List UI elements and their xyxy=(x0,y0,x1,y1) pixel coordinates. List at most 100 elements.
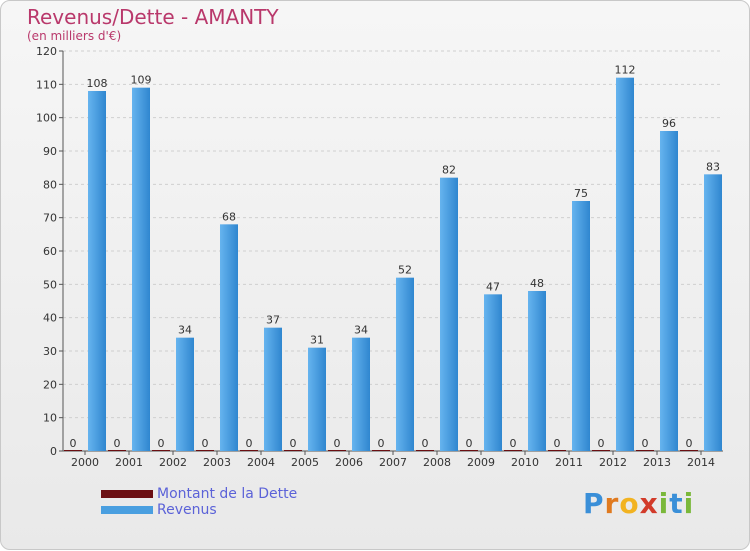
logo-letter: i xyxy=(683,487,695,520)
y-tick-label: 30 xyxy=(43,345,57,358)
proxiti-logo: Proxiti xyxy=(583,487,694,520)
bar-revenus xyxy=(660,131,678,451)
data-label-revenus: 109 xyxy=(131,74,152,87)
data-label-dette: 0 xyxy=(378,437,385,450)
data-label-dette: 0 xyxy=(246,437,253,450)
data-label-dette: 0 xyxy=(510,437,517,450)
data-label-revenus: 52 xyxy=(398,264,412,277)
x-tick-label: 2011 xyxy=(555,456,583,469)
legend-label: Montant de la Dette xyxy=(157,486,298,502)
logo-letter: r xyxy=(604,487,620,520)
x-tick-label: 2004 xyxy=(247,456,275,469)
chart-title: Revenus/Dette - AMANTY xyxy=(27,5,279,29)
bar-revenus xyxy=(88,91,106,451)
legend-swatch xyxy=(101,490,153,498)
bar-revenus xyxy=(264,327,282,451)
data-label-dette: 0 xyxy=(334,437,341,450)
data-label-revenus: 96 xyxy=(662,117,676,130)
bar-dette xyxy=(372,450,390,451)
data-label-dette: 0 xyxy=(642,437,649,450)
data-label-dette: 0 xyxy=(598,437,605,450)
data-label-dette: 0 xyxy=(686,437,693,450)
y-tick-label: 100 xyxy=(36,112,57,125)
bar-revenus xyxy=(176,337,194,451)
data-label-revenus: 34 xyxy=(178,324,192,337)
bar-revenus xyxy=(484,294,502,451)
y-tick-label: 20 xyxy=(43,378,57,391)
logo-letter: t xyxy=(669,487,684,520)
data-label-revenus: 75 xyxy=(574,187,588,200)
bar-dette xyxy=(680,450,698,451)
x-tick-label: 2010 xyxy=(511,456,539,469)
bar-dette xyxy=(152,450,170,451)
data-label-revenus: 31 xyxy=(310,334,324,347)
legend-swatch xyxy=(101,506,153,514)
data-label-revenus: 48 xyxy=(530,277,544,290)
y-tick-label: 50 xyxy=(43,278,57,291)
y-tick-label: 70 xyxy=(43,212,57,225)
y-tick-label: 90 xyxy=(43,145,57,158)
bar-dette xyxy=(416,450,434,451)
bar-dette xyxy=(328,450,346,451)
bar-revenus xyxy=(572,201,590,451)
x-tick-label: 2009 xyxy=(467,456,495,469)
logo-letter: o xyxy=(619,487,640,520)
x-tick-label: 2007 xyxy=(379,456,407,469)
bar-revenus xyxy=(528,291,546,451)
data-label-revenus: 47 xyxy=(486,280,500,293)
data-label-revenus: 68 xyxy=(222,210,236,223)
y-tick-label: 0 xyxy=(50,445,57,458)
logo-letter: i xyxy=(658,487,670,520)
x-tick-label: 2000 xyxy=(71,456,99,469)
bar-revenus xyxy=(352,337,370,451)
data-label-revenus: 108 xyxy=(87,77,108,90)
bar-dette xyxy=(636,450,654,451)
x-tick-label: 2001 xyxy=(115,456,143,469)
logo-letter: P xyxy=(583,487,605,520)
bar-dette xyxy=(592,450,610,451)
y-tick-label: 80 xyxy=(43,178,57,191)
bars xyxy=(64,77,722,452)
bar-revenus xyxy=(308,347,326,451)
bar-dette xyxy=(108,450,126,451)
x-tick-label: 2008 xyxy=(423,456,451,469)
x-tick-label: 2003 xyxy=(203,456,231,469)
data-label-revenus: 112 xyxy=(615,64,636,77)
labels: 0 10 20 30 40 50 60 70 80 90 100 110 120 2000 0 108 2001… xyxy=(36,45,720,469)
bar-dette xyxy=(504,450,522,451)
bar-revenus xyxy=(132,87,150,452)
x-tick-label: 2014 xyxy=(687,456,715,469)
y-tick-label: 110 xyxy=(36,78,57,91)
x-tick-label: 2002 xyxy=(159,456,187,469)
bar-dette xyxy=(64,450,82,451)
bar-revenus xyxy=(396,277,414,451)
axes xyxy=(59,50,723,455)
data-label-revenus: 34 xyxy=(354,324,368,337)
bar-dette xyxy=(460,450,478,451)
y-tick-label: 120 xyxy=(36,45,57,58)
x-tick-label: 2012 xyxy=(599,456,627,469)
bar-dette xyxy=(240,450,258,451)
y-tick-label: 40 xyxy=(43,312,57,325)
data-label-dette: 0 xyxy=(114,437,121,450)
legend-label: Revenus xyxy=(157,502,217,518)
data-label-revenus: 83 xyxy=(706,160,720,173)
data-label-dette: 0 xyxy=(158,437,165,450)
x-tick-label: 2005 xyxy=(291,456,319,469)
bar-revenus xyxy=(616,77,634,452)
bar-dette xyxy=(548,450,566,451)
data-label-dette: 0 xyxy=(70,437,77,450)
bar-revenus xyxy=(440,177,458,451)
x-tick-label: 2013 xyxy=(643,456,671,469)
x-tick-label: 2006 xyxy=(335,456,363,469)
bar-dette xyxy=(196,450,214,451)
bar-dette xyxy=(284,450,302,451)
data-label-dette: 0 xyxy=(554,437,561,450)
logo-letter: x xyxy=(639,487,659,520)
data-label-dette: 0 xyxy=(422,437,429,450)
data-label-dette: 0 xyxy=(290,437,297,450)
y-tick-label: 60 xyxy=(43,245,57,258)
y-tick-label: 10 xyxy=(43,412,57,425)
